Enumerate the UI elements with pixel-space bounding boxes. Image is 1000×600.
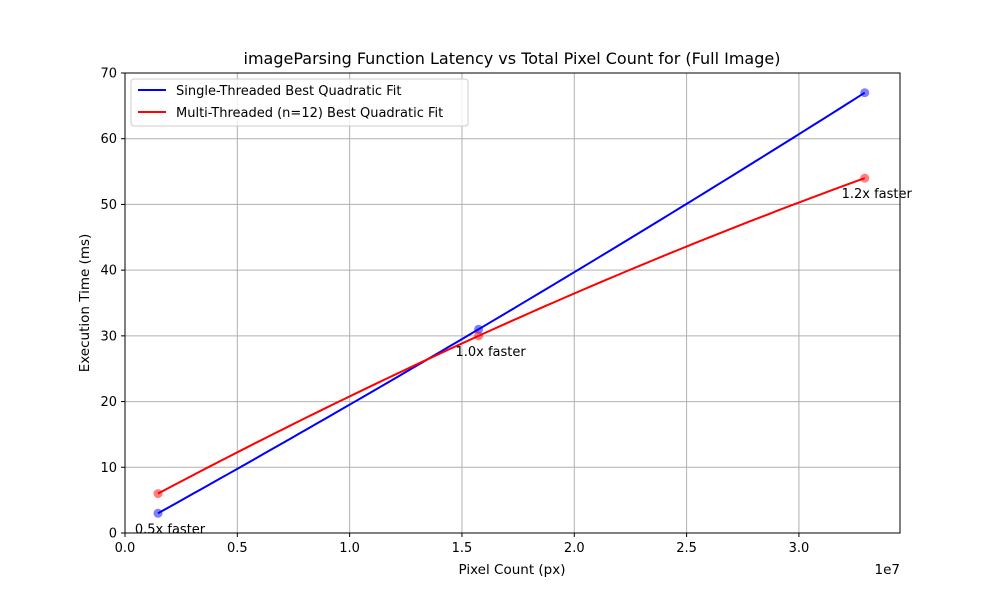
x-tick-label: 1.0 bbox=[339, 541, 360, 556]
y-tick-label: 20 bbox=[100, 395, 117, 410]
data-point-single-threaded bbox=[153, 508, 163, 518]
annotations: 0.5x faster 1.0x faster 1.2x faster bbox=[135, 187, 913, 537]
grid bbox=[124, 72, 900, 534]
x-tick-label: 2.5 bbox=[676, 541, 697, 556]
data-point-multi-threaded bbox=[153, 489, 163, 499]
data-point-single-threaded bbox=[474, 324, 484, 334]
y-tick-label: 40 bbox=[100, 264, 117, 279]
y-tick-label: 60 bbox=[100, 132, 117, 147]
data-point-multi-threaded bbox=[860, 173, 870, 183]
legend-box bbox=[130, 78, 469, 127]
x-tick-label: 0.0 bbox=[115, 541, 136, 556]
data-point-single-threaded bbox=[860, 88, 870, 98]
y-tick-label: 0 bbox=[109, 527, 117, 542]
x-tick-label: 2.0 bbox=[564, 541, 585, 556]
y-tick-label: 30 bbox=[100, 329, 117, 344]
chart-title: imageParsing Function Latency vs Total P… bbox=[244, 49, 781, 68]
y-tick-label: 70 bbox=[100, 67, 117, 82]
x-tick-label: 3.0 bbox=[789, 541, 810, 556]
series-layer bbox=[153, 88, 870, 518]
speedup-annotation: 1.2x faster bbox=[842, 187, 913, 202]
x-tick-label: 1.5 bbox=[452, 541, 473, 556]
speedup-annotation: 1.0x faster bbox=[455, 345, 526, 360]
legend: Single-Threaded Best Quadratic Fit Multi… bbox=[130, 78, 469, 127]
y-axis-label: Execution Time (ms) bbox=[77, 234, 93, 373]
speedup-annotation: 0.5x faster bbox=[135, 522, 206, 537]
x-axis-label: Pixel Count (px) bbox=[459, 562, 566, 578]
series-line-single-threaded bbox=[157, 91, 866, 515]
y-tick-label: 10 bbox=[100, 461, 117, 476]
plot-frame bbox=[124, 72, 901, 534]
legend-label-multi-threaded: Multi-Threaded (n=12) Best Quadratic Fit bbox=[176, 106, 443, 121]
data-point-multi-threaded bbox=[474, 331, 484, 341]
x-axis-offset-text: 1e7 bbox=[875, 562, 900, 578]
series-line-multi-threaded bbox=[157, 177, 866, 495]
legend-label-single-threaded: Single-Threaded Best Quadratic Fit bbox=[176, 84, 401, 99]
ticks: 0.0 0.5 1.0 1.5 2.0 2.5 3.0 0 10 20 30 40 50 60 70 bbox=[100, 67, 809, 557]
x-tick-label: 0.5 bbox=[227, 541, 248, 556]
y-tick-label: 50 bbox=[100, 198, 117, 213]
